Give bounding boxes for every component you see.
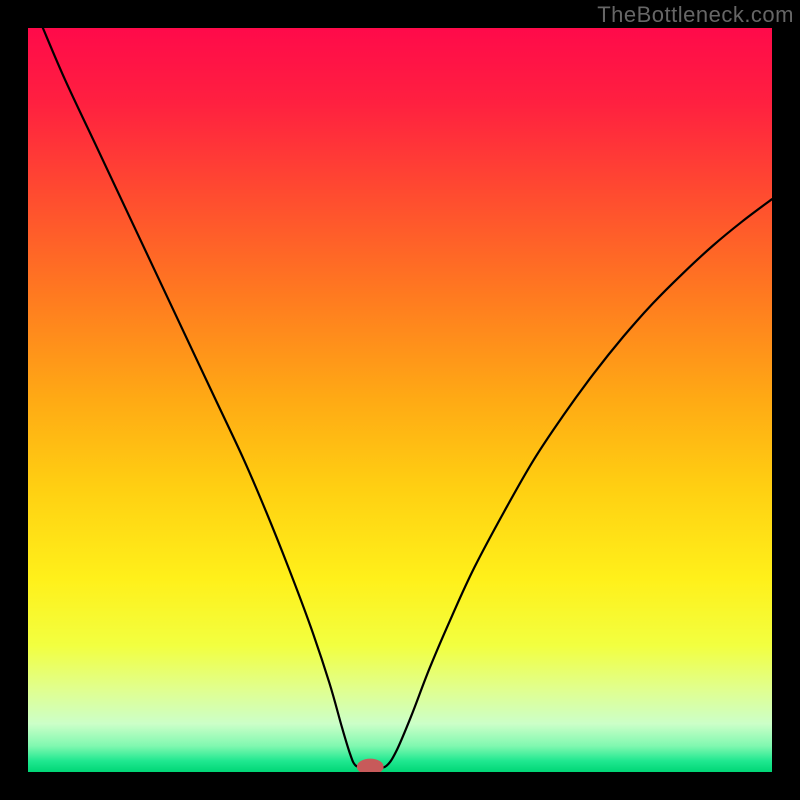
plot-area — [28, 28, 772, 772]
chart-svg — [28, 28, 772, 772]
chart-frame: TheBottleneck.com — [0, 0, 800, 800]
gradient-background — [28, 28, 772, 772]
watermark-text: TheBottleneck.com — [597, 2, 794, 28]
